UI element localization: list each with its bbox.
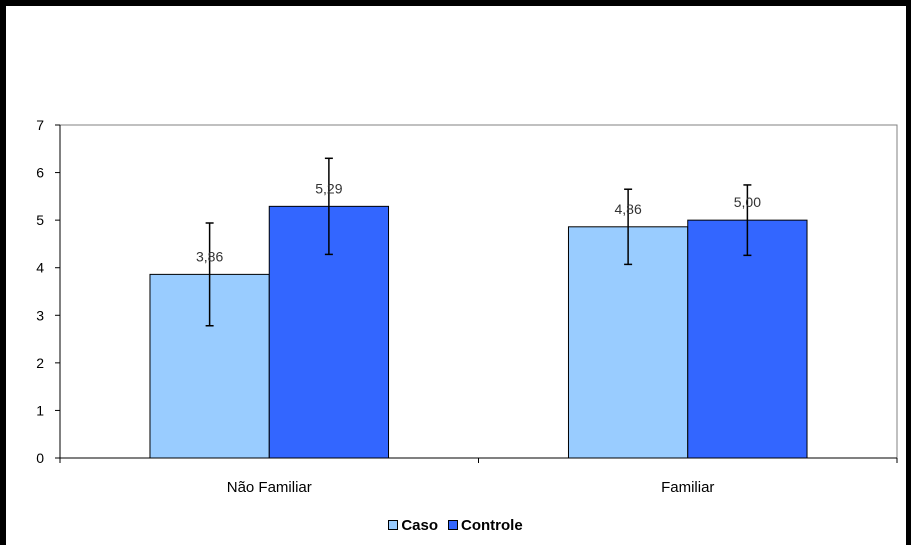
legend-label-caso: Caso bbox=[401, 516, 438, 534]
bar-chart: 0 1 2 3 4 5 6 7 Não Familiar Familiar 3,86 5,29 4,… bbox=[36, 117, 898, 496]
data-label: 5,00 bbox=[734, 194, 761, 210]
legend-label-controle: Controle bbox=[461, 516, 523, 534]
y-tick-label: 1 bbox=[36, 402, 44, 418]
data-label: 3,86 bbox=[196, 248, 223, 264]
legend-item-caso: Caso bbox=[388, 517, 438, 534]
x-tick-label: Não Familiar bbox=[227, 479, 312, 496]
legend-item-controle: Controle bbox=[448, 517, 523, 534]
y-tick-label: 0 bbox=[36, 450, 44, 466]
legend: Caso Controle bbox=[0, 514, 911, 536]
bar bbox=[567, 226, 689, 459]
error-bars bbox=[205, 157, 752, 327]
y-axis: 0 1 2 3 4 5 6 7 bbox=[36, 117, 61, 466]
data-label: 5,29 bbox=[315, 180, 342, 196]
y-tick-label: 7 bbox=[36, 117, 44, 133]
y-tick-label: 6 bbox=[36, 165, 44, 181]
y-tick-label: 3 bbox=[36, 307, 44, 323]
bars bbox=[149, 205, 808, 459]
legend-swatch-caso bbox=[388, 520, 399, 530]
bar bbox=[687, 219, 808, 459]
x-tick-label: Familiar bbox=[661, 479, 714, 496]
x-axis: Não Familiar Familiar bbox=[59, 457, 898, 496]
data-labels: 3,86 5,29 4,86 5,00 bbox=[196, 180, 761, 264]
y-tick-label: 2 bbox=[36, 355, 44, 371]
legend-swatch-controle bbox=[448, 520, 458, 530]
data-label: 4,86 bbox=[614, 201, 641, 217]
y-tick-label: 4 bbox=[36, 260, 44, 276]
y-tick-label: 5 bbox=[36, 212, 44, 228]
